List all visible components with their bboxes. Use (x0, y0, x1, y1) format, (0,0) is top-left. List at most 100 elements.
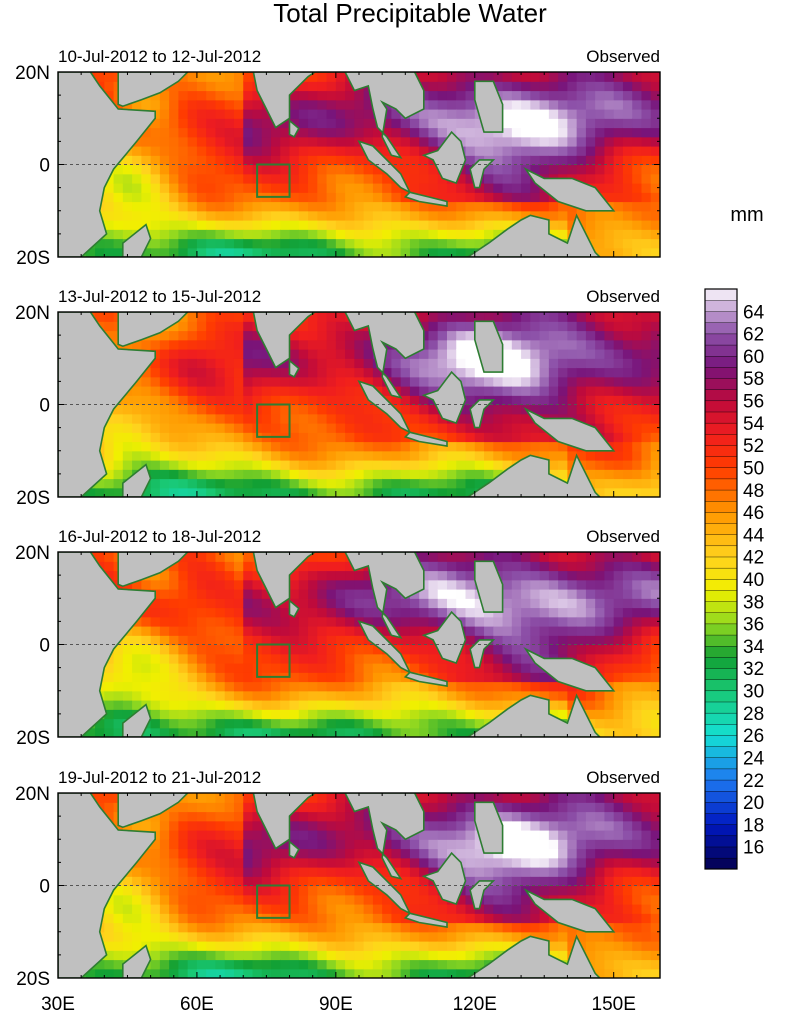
study-box (256, 643, 291, 678)
colorbar-bin (704, 846, 738, 859)
colorbar-label: 50 (743, 459, 764, 480)
y-tick-label: 0 (39, 636, 50, 657)
colorbar-label: 26 (743, 726, 764, 747)
colorbar-bin (704, 366, 738, 379)
land-mass (222, 552, 346, 609)
y-tick-label: 20S (16, 248, 50, 269)
panel-label: Observed (586, 768, 660, 787)
land-mass (469, 639, 496, 669)
colorbar-bin (704, 389, 738, 402)
land-mass (421, 370, 467, 424)
colorbar-bin (704, 344, 738, 357)
x-tick-label: 120E (453, 994, 497, 1015)
tpw-field (58, 312, 660, 497)
colorbar-bin (704, 757, 738, 770)
y-tick-label: 0 (39, 396, 50, 417)
land-mass (117, 552, 189, 588)
y-tick-label: 20S (16, 488, 50, 509)
colorbar-label: 48 (743, 481, 764, 502)
land-mass (442, 213, 601, 257)
land-mass (288, 358, 300, 378)
study-box (256, 884, 291, 919)
land-mass (122, 223, 152, 257)
colorbar-bin (704, 400, 738, 413)
colorbar-bin (704, 556, 738, 569)
y-tick-label: 20N (15, 63, 50, 84)
colorbar-label: 24 (743, 749, 765, 770)
colorbar-bin (704, 288, 738, 301)
colorbar-label: 62 (743, 325, 764, 346)
colorbar-bin (704, 478, 738, 491)
colorbar-label: 38 (743, 592, 764, 613)
map-panels: 20N 0 20S 10-Jul-2012 to 12-Jul-2012 Observe… (15, 47, 661, 990)
colorbar-label: 30 (743, 682, 764, 703)
land-mass (222, 72, 346, 129)
colorbar-bin (704, 734, 738, 747)
tpw-field (58, 552, 660, 737)
land-mass (117, 793, 189, 829)
land-mass (344, 312, 425, 399)
land-mass (403, 671, 448, 688)
land-mass (473, 560, 504, 613)
land-mass (442, 453, 601, 497)
colorbar-bin (704, 523, 738, 535)
colorbar-label: 20 (743, 793, 764, 814)
x-tick-label: 150E (592, 994, 636, 1015)
colorbar-label: 42 (743, 548, 764, 569)
colorbar-label: 34 (743, 637, 765, 658)
colorbar-bin (704, 656, 738, 669)
tpw-field (58, 72, 660, 257)
map-panel: 20N 0 20S 13-Jul-2012 to 15-Jul-2012 Observe… (15, 287, 661, 509)
land-mass (442, 693, 601, 737)
colorbar-label: 28 (743, 704, 764, 725)
land-mass (469, 880, 496, 910)
study-box (256, 163, 291, 198)
y-tick-label: 20N (15, 543, 50, 564)
colorbar-bin (704, 511, 738, 524)
colorbar-bin (704, 489, 738, 502)
colorbar-bin (704, 601, 738, 613)
colorbar: 1618202224262830323436384042444648505254… (704, 288, 765, 870)
land-mass (344, 552, 425, 639)
colorbar-bin (704, 411, 738, 424)
colorbar-label: 32 (743, 659, 764, 680)
colorbar-label: 18 (743, 815, 764, 836)
panel-label: Observed (586, 47, 660, 66)
panel-period: 19-Jul-2012 to 21-Jul-2012 (58, 768, 261, 787)
colorbar-bin (704, 634, 738, 647)
land-mass (473, 801, 504, 854)
map-panel: 20N 0 20S 10-Jul-2012 to 12-Jul-2012 Observe… (15, 47, 661, 269)
colorbar-bin (704, 612, 738, 625)
colorbar-bin (704, 456, 738, 468)
land-mass (122, 944, 152, 978)
colorbar-bin (704, 299, 738, 312)
colorbar-bin (704, 779, 738, 792)
land-mass (344, 72, 425, 159)
chart-title: Total Precipitable Water (273, 0, 547, 28)
colorbar-bin (704, 768, 738, 781)
land-mass (357, 620, 412, 675)
colorbar-label: 54 (743, 414, 765, 435)
land-mass (403, 191, 448, 208)
land-mass (117, 72, 189, 108)
colorbar-bin (704, 500, 738, 513)
colorbar-bin (704, 801, 738, 814)
colorbar-bin (704, 857, 738, 870)
land-mass (421, 610, 467, 664)
x-tick-label: 30E (41, 994, 75, 1015)
colorbar-bin (704, 690, 738, 703)
tpw-field (58, 793, 660, 978)
colorbar-label: 58 (743, 369, 764, 390)
colorbar-bin (704, 433, 738, 446)
panel-period: 10-Jul-2012 to 12-Jul-2012 (58, 47, 261, 66)
land-mass (523, 167, 616, 212)
land-mass (117, 312, 189, 348)
colorbar-bin (704, 578, 738, 591)
colorbar-label: 36 (743, 615, 764, 636)
colorbar-bin (704, 813, 738, 825)
colorbar-bin (704, 679, 738, 692)
colorbar-label: 56 (743, 392, 764, 413)
colorbar-label: 16 (743, 838, 764, 859)
land-mass (473, 320, 504, 373)
